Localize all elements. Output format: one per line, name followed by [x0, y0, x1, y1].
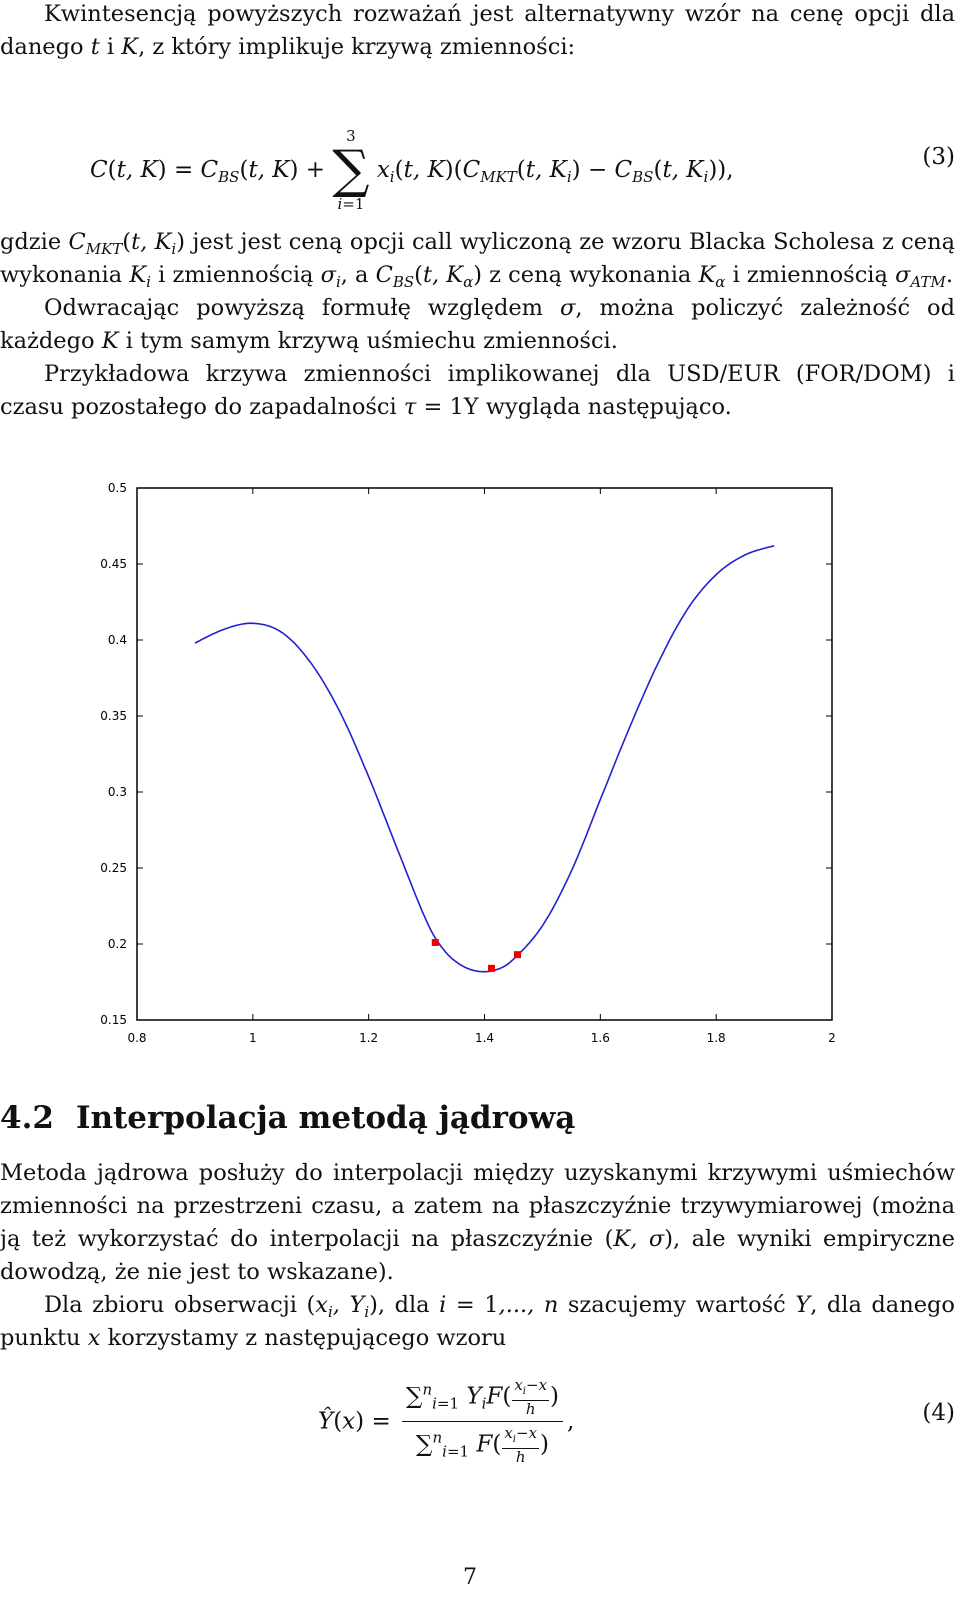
calibration-markers [431, 938, 522, 972]
y-tick-label: 0.45 [100, 557, 127, 571]
x-tick-label: 1 [249, 1031, 257, 1045]
body-paragraph-1: Metoda jądrowa posłuży do interpolacji m… [0, 1160, 956, 1285]
x-tick-label: 1.8 [707, 1031, 726, 1045]
x-tick-label: 1.2 [359, 1031, 378, 1045]
calibration-point [514, 951, 522, 959]
intro-paragraph: Kwintesencją powyższych rozważań jest al… [0, 0, 955, 64]
y-tick-label: 0.4 [108, 633, 127, 647]
definition-paragraph-1: gdzie CMKT(t, Ki) jest jest ceną opcji c… [0, 229, 955, 291]
definition-block: gdzie CMKT(t, Ki) jest jest ceną opcji c… [0, 226, 955, 424]
y-tick-label: 0.15 [100, 1013, 127, 1027]
x-tick-label: 0.8 [127, 1031, 146, 1045]
intro-text: Kwintesencją powyższych rozważań jest al… [0, 1, 955, 60]
x-tick-label: 1.4 [475, 1031, 494, 1045]
y-tick-label: 0.5 [108, 481, 127, 495]
calibration-point [487, 964, 495, 972]
equation-4: Ŷ(x) = ∑ni=1 YiF(xi−x h) ∑ni=1 F(xi−x h) ,… [318, 1376, 955, 1466]
x-tick-label: 1.6 [591, 1031, 610, 1045]
page-number: 7 [463, 1565, 477, 1590]
equation-3: C(t, K) = CBS(t, K) + 3 ∑ i=1 xi(t, K)(CMK… [90, 127, 955, 213]
y-tick-label: 0.25 [100, 861, 127, 875]
y-tick-label: 0.3 [108, 785, 127, 799]
y-tick-label: 0.35 [100, 709, 127, 723]
section-title: Interpolacja metodą jądrową [75, 1100, 576, 1136]
definition-paragraph-3: Przykładowa krzywa zmienności implikowan… [0, 361, 955, 420]
body-paragraph-2: Dla zbioru obserwacji (xi, Yi), dla i = … [0, 1292, 955, 1351]
definition-paragraph-2: Odwracając powyższą formułę względem σ, … [0, 295, 955, 354]
section-heading: 4.2 Interpolacja metodą jądrową [0, 1100, 575, 1136]
plot-frame [136, 487, 833, 1021]
equation-3-number: (3) [922, 144, 955, 170]
volatility-smile-chart: 0.8 1 1.2 1.4 1.6 1.8 2 0.5 0.45 0.4 0.35 0.3 0.25 0.… [100, 481, 836, 1045]
x-tick-label: 2 [828, 1031, 836, 1045]
calibration-point [431, 938, 439, 946]
y-tick-label: 0.2 [108, 937, 127, 951]
axis-ticks: 0.8 1 1.2 1.4 1.6 1.8 2 0.5 0.45 0.4 0.35 0.3 0.25 0.… [100, 481, 836, 1045]
section-number: 4.2 [0, 1100, 54, 1136]
equation-4-number: (4) [922, 1400, 955, 1426]
body-block: Metoda jądrowa posłuży do interpolacji m… [0, 1157, 955, 1355]
volatility-curve [194, 545, 775, 973]
